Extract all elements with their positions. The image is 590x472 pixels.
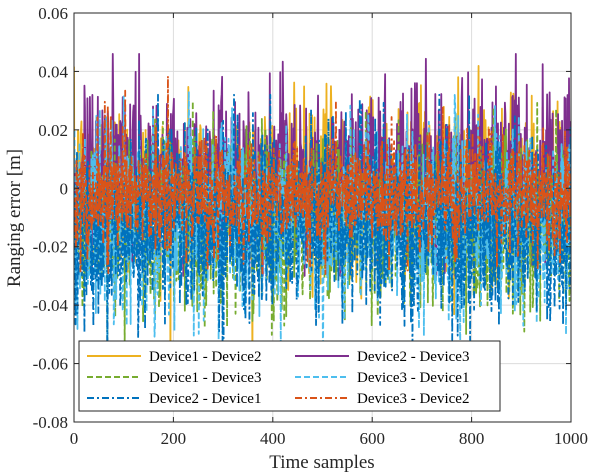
ticks: 0 200 400 600 800 1000 -0.08 -0.06 -0.04 -0.02 0 0.… [33, 4, 588, 448]
x-tick-label: 400 [260, 429, 286, 448]
x-tick-label: 1000 [554, 429, 588, 448]
y-tick-label: 0.06 [38, 4, 68, 23]
x-axis-label: Time samples [269, 452, 374, 472]
x-tick-label: 600 [359, 429, 385, 448]
legend-label: Device2 - Device3 [357, 349, 469, 365]
series-layer [74, 53, 571, 365]
y-tick-label: 0 [60, 179, 69, 198]
y-tick-label: -0.02 [33, 238, 68, 257]
x-tick-label: 200 [161, 429, 187, 448]
x-tick-label: 800 [459, 429, 485, 448]
y-tick-label: -0.06 [33, 355, 68, 374]
legend-label: Device2 - Device1 [149, 391, 261, 407]
legend-label: Device3 - Device2 [357, 391, 469, 407]
legend: Device1 - Device2 Device2 - Device3 Device… [78, 340, 501, 412]
legend-label: Device1 - Device3 [149, 370, 261, 386]
legend-label: Device1 - Device2 [149, 349, 261, 365]
series-line-6 [74, 75, 571, 275]
legend-box [78, 340, 501, 412]
y-tick-label: 0.02 [38, 121, 68, 140]
y-tick-label: -0.04 [33, 296, 69, 315]
y-tick-label: -0.08 [33, 413, 68, 432]
series-line-5 [74, 93, 571, 359]
legend-label: Device3 - Device1 [357, 370, 469, 386]
y-tick-label: 0.04 [38, 62, 68, 81]
x-tick-label: 0 [70, 429, 79, 448]
y-axis-label: Ranging error [m] [4, 149, 25, 287]
plot-frame [73, 12, 572, 423]
